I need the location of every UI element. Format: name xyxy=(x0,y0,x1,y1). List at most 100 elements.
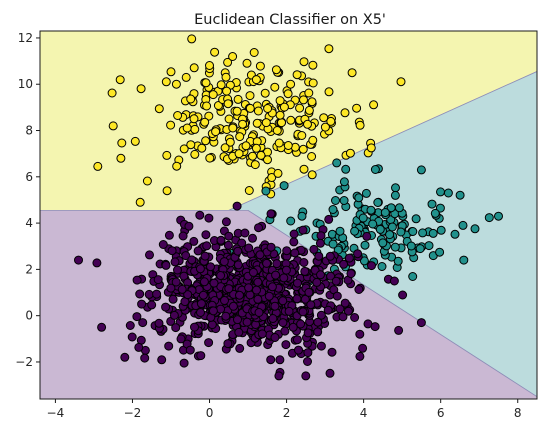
point-yellow xyxy=(283,141,293,150)
point-yellow xyxy=(233,94,243,104)
point-purple xyxy=(272,259,282,269)
point-purple xyxy=(179,358,189,368)
point-purple xyxy=(92,258,102,268)
point-yellow xyxy=(234,149,244,159)
point-yellow xyxy=(275,110,285,120)
point-teal xyxy=(359,256,369,266)
point-purple xyxy=(125,321,135,330)
y-tick-label: 4 xyxy=(25,216,33,230)
point-purple xyxy=(325,251,335,261)
point-yellow xyxy=(270,82,280,92)
point-purple xyxy=(193,246,203,256)
point-purple xyxy=(327,347,337,357)
x-tick-label: 0 xyxy=(206,406,214,420)
point-purple xyxy=(233,315,242,325)
point-purple xyxy=(266,242,276,252)
point-yellow xyxy=(396,77,406,87)
point-teal xyxy=(394,203,404,213)
point-yellow xyxy=(224,114,234,124)
point-purple xyxy=(316,341,326,351)
point-yellow xyxy=(299,95,308,105)
point-purple xyxy=(370,322,380,332)
point-teal xyxy=(373,198,383,207)
point-purple xyxy=(257,329,267,339)
point-purple xyxy=(224,284,234,294)
point-yellow xyxy=(273,168,283,178)
point-purple xyxy=(343,306,353,316)
point-teal xyxy=(361,188,371,198)
point-yellow xyxy=(303,119,312,129)
point-yellow xyxy=(187,34,197,44)
point-teal xyxy=(350,226,360,236)
point-purple xyxy=(253,294,263,304)
point-yellow xyxy=(251,143,261,153)
point-yellow xyxy=(308,135,318,145)
point-teal xyxy=(436,187,445,197)
point-purple xyxy=(335,304,345,314)
point-teal xyxy=(411,214,421,224)
point-purple xyxy=(367,261,376,271)
point-purple xyxy=(298,307,308,317)
point-yellow xyxy=(162,150,172,160)
point-purple xyxy=(237,238,247,248)
point-yellow xyxy=(135,197,145,207)
point-purple xyxy=(303,357,312,366)
point-purple xyxy=(300,266,310,276)
point-teal xyxy=(335,226,345,236)
x-tick-label: 6 xyxy=(437,406,445,420)
point-teal xyxy=(494,211,503,221)
point-yellow xyxy=(238,119,248,129)
point-teal xyxy=(391,183,400,193)
point-purple xyxy=(209,278,219,288)
point-yellow xyxy=(245,103,255,113)
point-yellow xyxy=(320,122,330,132)
point-yellow xyxy=(304,105,314,115)
point-purple xyxy=(201,230,211,240)
point-purple xyxy=(176,334,186,344)
point-purple xyxy=(200,251,210,261)
point-purple xyxy=(244,243,254,253)
point-purple xyxy=(242,317,252,327)
point-purple xyxy=(316,270,325,280)
point-purple xyxy=(281,265,291,275)
point-yellow xyxy=(116,153,126,163)
point-yellow xyxy=(223,57,233,67)
point-yellow xyxy=(228,123,238,133)
point-purple xyxy=(161,260,171,270)
point-purple xyxy=(153,275,163,285)
series-purple xyxy=(74,201,426,381)
point-purple xyxy=(221,311,231,321)
point-purple xyxy=(315,238,325,248)
point-yellow xyxy=(347,68,357,78)
point-yellow xyxy=(307,97,317,107)
point-teal xyxy=(435,247,445,257)
point-purple xyxy=(223,339,233,349)
point-purple xyxy=(293,278,302,288)
point-purple xyxy=(232,201,242,211)
point-yellow xyxy=(181,72,191,82)
point-yellow xyxy=(297,131,307,140)
point-purple xyxy=(316,310,326,320)
point-purple xyxy=(358,343,368,353)
point-purple xyxy=(292,335,302,345)
point-teal xyxy=(390,190,400,200)
point-yellow xyxy=(172,161,182,171)
point-purple xyxy=(161,302,171,312)
point-purple xyxy=(353,249,363,259)
point-teal xyxy=(390,242,400,252)
point-yellow xyxy=(225,137,235,147)
series-teal xyxy=(228,158,503,286)
point-teal xyxy=(387,222,397,232)
point-purple xyxy=(147,300,157,310)
point-yellow xyxy=(307,152,317,161)
x-tick-label: 2 xyxy=(283,406,291,420)
point-yellow xyxy=(242,58,252,68)
point-purple xyxy=(219,257,229,267)
point-purple xyxy=(154,318,164,328)
point-purple xyxy=(167,246,177,256)
x-tick-label: −2 xyxy=(124,406,142,420)
point-purple xyxy=(196,308,205,317)
point-purple xyxy=(166,283,176,293)
point-yellow xyxy=(107,88,117,98)
point-yellow xyxy=(190,149,200,159)
